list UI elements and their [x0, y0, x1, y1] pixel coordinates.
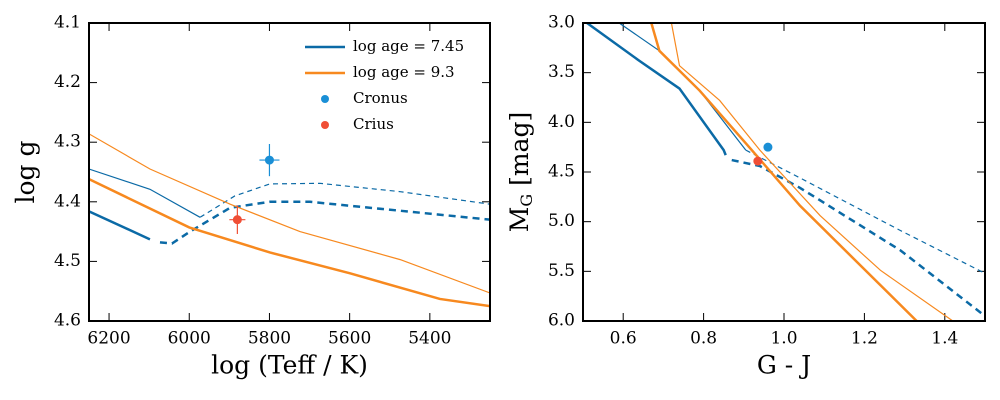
y-tick-label: 5.0 [548, 211, 575, 231]
y-tick-label: 4.3 [54, 132, 81, 152]
legend-label: log age = 7.45 [353, 37, 464, 55]
x-axis-label: log (Teff / K) [211, 351, 368, 380]
legend-swatch [321, 95, 329, 103]
y-tick-label: 4.2 [54, 72, 81, 92]
isochrone-line [618, 23, 747, 151]
y-tick-label: 4.6 [54, 311, 81, 331]
y-axis-label-part: M [505, 207, 534, 233]
x-tick-label: 1.2 [851, 329, 878, 349]
legend-label: Crius [353, 115, 394, 133]
y-axis-label-part: log g [11, 140, 40, 203]
isochrone-line [199, 182, 490, 218]
legend-label: Cronus [353, 89, 408, 107]
isochrone-line [586, 23, 727, 156]
plot-area [89, 133, 490, 308]
legend-swatch [321, 121, 329, 129]
panel: 0.6 0.8 1.0 1.2 1.4 3.0 3.5 4.0 4.5 5.0 5.5 6.0 G - … [505, 13, 986, 380]
x-tick-label: 0.8 [690, 329, 717, 349]
y-tick-label: 3.5 [548, 62, 575, 82]
y-tick-label: 3.0 [548, 13, 575, 33]
axes-frame [582, 22, 986, 322]
y-tick-label: 4.1 [54, 13, 81, 33]
y-axis-label-part: [mag] [505, 112, 534, 194]
y-tick-label: 4.5 [548, 162, 575, 182]
axes-frame [88, 22, 491, 322]
x-tick-label: 6200 [87, 329, 130, 349]
plot-area [586, 23, 985, 321]
x-tick-label: 5400 [408, 329, 451, 349]
x-axis-label: G - J [757, 351, 811, 380]
isochrone-line [89, 178, 490, 308]
x-tick-label: 1.0 [770, 329, 797, 349]
isochrone-line [650, 23, 918, 321]
x-tick-label: 1.4 [931, 329, 958, 349]
star-point [232, 215, 242, 225]
y-tick-label: 4.4 [54, 191, 81, 211]
isochrone-line [89, 168, 201, 218]
y-axis-label-part: G [517, 194, 536, 207]
y-tick-label: 4.0 [548, 112, 575, 132]
y-tick-label: 6.0 [548, 311, 575, 331]
legend-label: log age = 9.3 [353, 63, 455, 81]
star-point [763, 142, 773, 152]
isochrone-line [745, 149, 985, 274]
star-point [753, 156, 763, 166]
x-tick-label: 5600 [328, 329, 371, 349]
panel: 6200 6000 5800 5600 5400 4.1 4.2 4.3 4.4 4.5 4.6 lo… [11, 13, 491, 380]
x-tick-label: 6000 [168, 329, 211, 349]
isochrone-line [159, 200, 490, 245]
isochrone-line [89, 210, 151, 241]
isochrone-line [89, 133, 490, 294]
x-tick-label: 5800 [248, 329, 291, 349]
star-point [264, 155, 274, 165]
isochrone-line [731, 158, 985, 318]
x-tick-label: 0.6 [610, 329, 637, 349]
y-tick-label: 4.5 [54, 251, 81, 271]
y-axis-label: MG [mag] [505, 112, 536, 232]
y-tick-label: 5.5 [548, 261, 575, 281]
y-axis-label: log g [11, 140, 40, 203]
isochrone-line [670, 23, 954, 321]
